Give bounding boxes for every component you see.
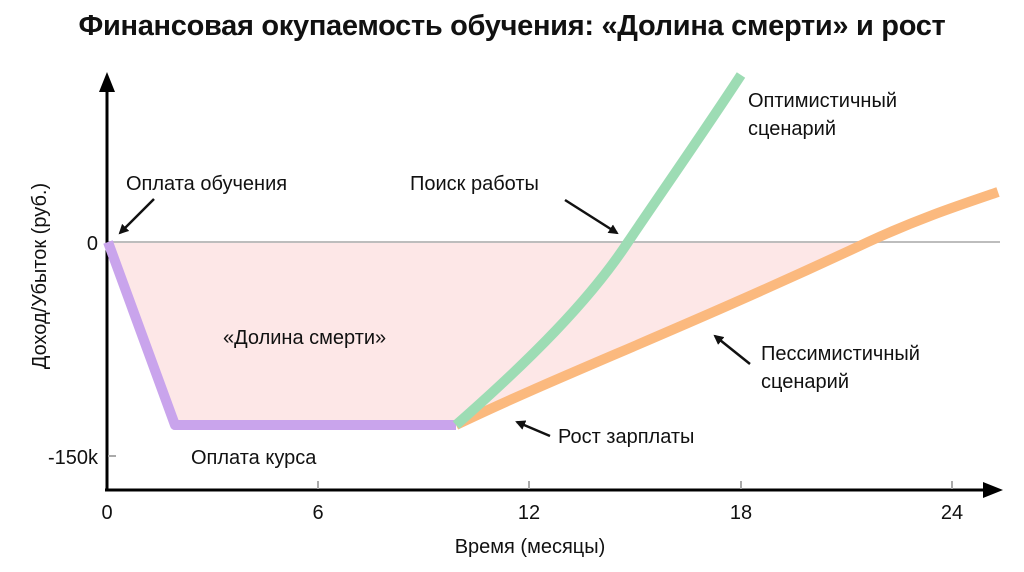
annotation-tuition: Оплата обучения	[126, 173, 287, 195]
x-axis-arrow-icon	[983, 482, 1003, 498]
annotation-salary: Рост зарплаты	[558, 426, 694, 448]
valley-of-death-area	[108, 242, 868, 425]
x-tick-label-24: 24	[941, 502, 963, 524]
x-tick-label-18: 18	[730, 502, 752, 524]
x-tick-label-6: 6	[312, 502, 323, 524]
annotation-valley: «Долина смерти»	[223, 327, 386, 349]
arrow-job-search-icon	[564, 198, 619, 235]
annotation-pessimistic-line2: сценарий	[761, 371, 849, 393]
x-tick-label-0: 0	[101, 502, 112, 524]
y-tick-label-0: 0	[87, 233, 98, 255]
arrow-pessimistic-icon	[713, 334, 751, 365]
annotation-job-search: Поиск работы	[410, 173, 539, 195]
annotation-optimistic-line1: Оптимистичный	[748, 90, 897, 112]
arrow-tuition-icon	[118, 198, 155, 235]
x-axis-label: Время (месяцы)	[455, 536, 606, 558]
course-payment-line	[103, 240, 456, 430]
y-axis-label: Доход/Убыток (руб.)	[29, 183, 51, 369]
x-tick-label-12: 12	[518, 502, 540, 524]
annotation-pessimistic-line1: Пессимистичный	[761, 343, 920, 365]
y-axis-arrow-icon	[99, 72, 115, 92]
annotation-course: Оплата курса	[191, 447, 317, 469]
chart-title: Финансовая окупаемость обучения: «Долина…	[78, 10, 946, 42]
optimistic-line	[452, 72, 746, 429]
annotation-optimistic-line2: сценарий	[748, 118, 836, 140]
x-ticks	[317, 481, 953, 489]
y-tick-label-neg150k: -150k	[48, 447, 99, 469]
arrow-salary-icon	[515, 420, 551, 438]
pessimistic-line	[453, 187, 1000, 430]
